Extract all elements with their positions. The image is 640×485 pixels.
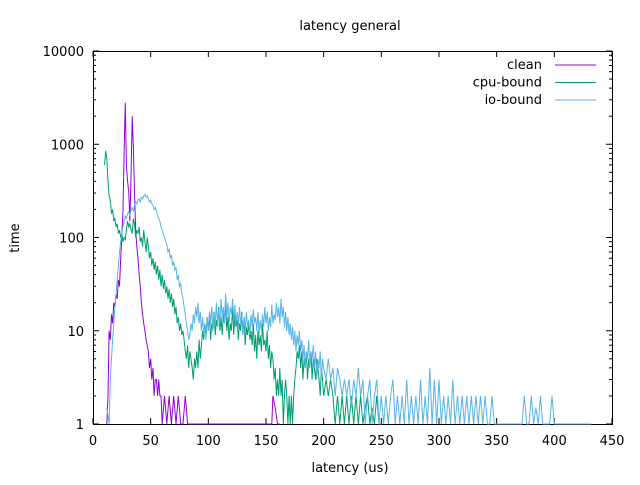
y-tick-label: 1 (76, 418, 84, 433)
x-tick-label: 250 (369, 434, 394, 449)
ticks-layer: 0 50 100 150 200 250 300 350 400 450 1 10 100 1000 100… (43, 45, 625, 449)
x-tick-label: 50 (142, 434, 159, 449)
legend-label-io-bound: io-bound (485, 93, 542, 108)
x-tick-label: 300 (427, 434, 452, 449)
x-tick-label: 450 (600, 434, 625, 449)
x-tick-label: 150 (254, 434, 279, 449)
y-tick-label: 10 (67, 325, 84, 340)
x-axis-label: latency (us) (311, 461, 388, 476)
series-line-io-bound (106, 193, 592, 425)
x-tick-label: 100 (196, 434, 221, 449)
x-tick-label: 350 (484, 434, 509, 449)
legend-label-cpu-bound: cpu-bound (473, 76, 542, 91)
x-tick-label: 200 (311, 434, 336, 449)
series-line-clean (106, 102, 280, 425)
y-tick-label: 1000 (51, 138, 84, 153)
chart-title: latency general (299, 19, 400, 34)
y-tick-label: 100 (59, 232, 84, 247)
legend-label-clean: clean (507, 58, 542, 73)
x-tick-label: 0 (89, 434, 97, 449)
y-tick-label: 10000 (43, 45, 84, 60)
x-tick-label: 400 (542, 434, 567, 449)
legend: clean cpu-bound io-bound (473, 58, 596, 108)
y-axis-label: time (8, 223, 23, 252)
series-layer (104, 102, 592, 425)
series-line-cpu-bound (104, 150, 382, 425)
